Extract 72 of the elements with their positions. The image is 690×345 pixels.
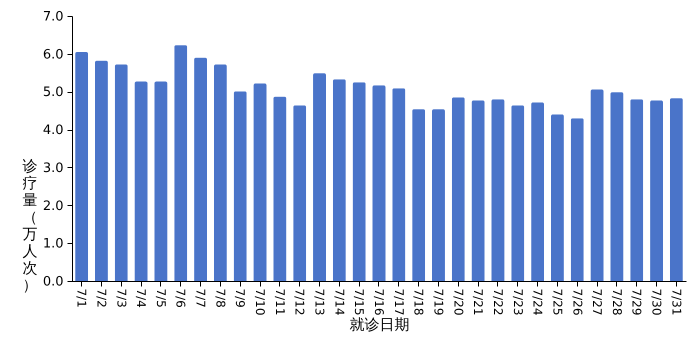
x-tick-label: 7/4 <box>134 288 148 308</box>
x-tick-label: 7/25 <box>550 288 564 316</box>
bar <box>491 99 504 281</box>
x-axis-title: 就诊日期 <box>350 315 410 334</box>
bar <box>610 92 624 281</box>
bar <box>214 64 227 281</box>
x-tick-label: 7/19 <box>431 288 446 316</box>
x-tick-label: 7/23 <box>510 288 525 316</box>
x-tick-label: 7/28 <box>610 288 624 316</box>
x-tick-label: 7/7 <box>194 288 208 308</box>
bar <box>372 85 386 281</box>
x-tick-label: 7/10 <box>253 288 268 316</box>
y-tick-label: 2.0 <box>42 198 64 214</box>
bar <box>432 109 445 281</box>
bar <box>94 60 108 281</box>
x-tick-label: 7/16 <box>372 288 386 316</box>
x-tick-label: 7/1 <box>74 288 89 308</box>
bar <box>630 99 644 281</box>
x-tick-label: 7/8 <box>213 288 228 308</box>
y-tick-label: 0.0 <box>42 274 64 290</box>
bar <box>134 81 148 281</box>
x-tick-label: 7/9 <box>233 288 248 308</box>
x-tick-label: 7/17 <box>392 288 406 316</box>
bar <box>550 114 564 281</box>
bar <box>352 82 366 281</box>
bar <box>234 91 247 281</box>
x-tick-label: 7/5 <box>154 288 168 308</box>
x-tick-label: 7/30 <box>650 288 664 316</box>
x-tick-label: 7/12 <box>292 288 307 316</box>
bar <box>75 52 88 281</box>
y-axis-title: 诊疗量（万人次） <box>22 157 38 294</box>
x-tick-label: 7/31 <box>669 288 684 316</box>
y-tick-label: 7.0 <box>42 10 64 24</box>
x-tick-label: 7/20 <box>451 288 466 316</box>
bar <box>392 88 406 281</box>
bar <box>114 64 128 281</box>
bar <box>412 109 426 281</box>
y-tick-label: 6.0 <box>42 47 64 62</box>
bar <box>154 81 168 281</box>
bar <box>670 98 683 281</box>
bar <box>590 89 604 281</box>
bar <box>332 79 346 281</box>
x-tick-label: 7/21 <box>471 288 486 316</box>
x-tick-label: 7/3 <box>114 288 128 308</box>
x-tick-label: 7/29 <box>630 288 644 316</box>
bar <box>293 105 306 281</box>
bar <box>472 100 485 281</box>
x-tick-label: 7/24 <box>530 288 545 316</box>
bar <box>511 105 524 281</box>
bar <box>570 118 584 281</box>
x-tick-label: 7/11 <box>272 288 287 316</box>
bar <box>273 96 286 281</box>
y-tick-label: 3.0 <box>42 160 64 176</box>
x-tick-label: 7/27 <box>590 288 604 316</box>
x-tick-label: 7/18 <box>412 288 426 316</box>
x-tick-label: 7/6 <box>174 288 188 308</box>
y-tick-label: 5.0 <box>42 85 64 100</box>
bar <box>174 45 188 281</box>
bar <box>531 102 544 281</box>
bar <box>313 73 326 281</box>
x-tick-label: 7/2 <box>94 288 108 308</box>
y-tick-label: 4.0 <box>42 123 64 138</box>
bar <box>254 83 267 281</box>
y-tick-label: 1.0 <box>42 236 64 252</box>
bar <box>650 100 664 281</box>
x-tick-label: 7/15 <box>352 288 366 316</box>
x-tick-label: 7/14 <box>332 288 346 316</box>
x-tick-label: 7/22 <box>490 288 505 316</box>
x-tick-label: 7/26 <box>570 288 584 316</box>
x-tick-label: 7/13 <box>312 288 327 316</box>
bar <box>452 97 465 281</box>
bar <box>194 58 208 281</box>
